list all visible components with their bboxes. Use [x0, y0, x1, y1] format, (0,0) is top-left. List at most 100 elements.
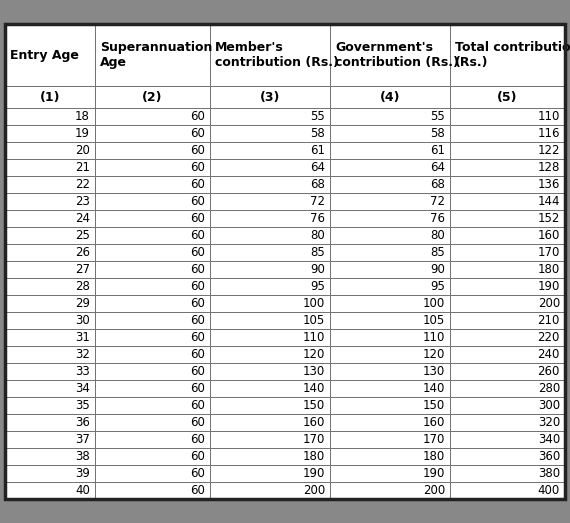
Text: Member's
contribution (Rs.): Member's contribution (Rs.) — [215, 41, 339, 69]
Bar — [95, 210, 210, 227]
Bar — [5, 329, 95, 346]
Bar — [330, 431, 450, 448]
Text: 28: 28 — [75, 280, 90, 293]
Bar — [95, 108, 210, 125]
Bar — [450, 431, 565, 448]
Text: Entry Age: Entry Age — [10, 49, 79, 62]
Bar — [95, 227, 210, 244]
Text: 39: 39 — [75, 467, 90, 480]
Text: 60: 60 — [190, 161, 205, 174]
Bar — [5, 176, 95, 193]
Text: 200: 200 — [303, 484, 325, 497]
Text: 60: 60 — [190, 450, 205, 463]
Bar — [450, 244, 565, 261]
Bar — [450, 227, 565, 244]
Bar — [450, 448, 565, 465]
Text: (5): (5) — [497, 90, 518, 104]
Text: 58: 58 — [430, 127, 445, 140]
Bar — [330, 414, 450, 431]
Text: 58: 58 — [310, 127, 325, 140]
Bar — [450, 363, 565, 380]
Bar — [210, 176, 330, 193]
Bar — [330, 465, 450, 482]
Text: 27: 27 — [75, 263, 90, 276]
Text: 95: 95 — [310, 280, 325, 293]
Text: 61: 61 — [310, 144, 325, 157]
Text: 60: 60 — [190, 399, 205, 412]
Bar — [450, 482, 565, 499]
Bar — [330, 142, 450, 159]
Bar — [5, 363, 95, 380]
Text: 30: 30 — [75, 314, 90, 327]
Text: 80: 80 — [430, 229, 445, 242]
Text: 140: 140 — [303, 382, 325, 395]
Text: 22: 22 — [75, 178, 90, 191]
Bar — [210, 142, 330, 159]
Bar — [450, 125, 565, 142]
Text: 190: 190 — [538, 280, 560, 293]
Text: 60: 60 — [190, 229, 205, 242]
Text: 160: 160 — [538, 229, 560, 242]
Text: 190: 190 — [422, 467, 445, 480]
Bar — [450, 278, 565, 295]
Bar — [95, 380, 210, 397]
Bar — [95, 278, 210, 295]
Text: (1): (1) — [40, 90, 60, 104]
Bar — [330, 346, 450, 363]
Text: 160: 160 — [422, 416, 445, 429]
Text: 40: 40 — [75, 484, 90, 497]
Bar — [450, 261, 565, 278]
Bar — [210, 431, 330, 448]
Bar — [95, 244, 210, 261]
Text: 180: 180 — [423, 450, 445, 463]
Text: 60: 60 — [190, 484, 205, 497]
Text: 200: 200 — [423, 484, 445, 497]
Text: 85: 85 — [310, 246, 325, 259]
Text: 60: 60 — [190, 127, 205, 140]
Text: 60: 60 — [190, 263, 205, 276]
Text: 136: 136 — [538, 178, 560, 191]
Text: 21: 21 — [75, 161, 90, 174]
Text: 120: 120 — [422, 348, 445, 361]
Bar — [450, 465, 565, 482]
Bar — [450, 86, 565, 108]
Bar — [210, 86, 330, 108]
Text: 76: 76 — [430, 212, 445, 225]
Bar — [330, 278, 450, 295]
Text: 170: 170 — [422, 433, 445, 446]
Bar — [210, 24, 330, 86]
Text: 23: 23 — [75, 195, 90, 208]
Text: 72: 72 — [310, 195, 325, 208]
Text: 80: 80 — [310, 229, 325, 242]
Text: 280: 280 — [538, 382, 560, 395]
Text: 130: 130 — [423, 365, 445, 378]
Bar — [450, 193, 565, 210]
Bar — [330, 159, 450, 176]
Text: 60: 60 — [190, 331, 205, 344]
Text: 60: 60 — [190, 433, 205, 446]
Bar — [5, 414, 95, 431]
Text: 60: 60 — [190, 178, 205, 191]
Text: 160: 160 — [303, 416, 325, 429]
Bar — [330, 227, 450, 244]
Bar — [5, 86, 95, 108]
Bar — [210, 346, 330, 363]
Text: 60: 60 — [190, 212, 205, 225]
Bar — [5, 346, 95, 363]
Text: 116: 116 — [538, 127, 560, 140]
Bar — [5, 482, 95, 499]
Bar — [95, 86, 210, 108]
Bar — [450, 159, 565, 176]
Bar — [330, 86, 450, 108]
Bar — [210, 329, 330, 346]
Text: 300: 300 — [538, 399, 560, 412]
Text: 110: 110 — [422, 331, 445, 344]
Text: 220: 220 — [538, 331, 560, 344]
Bar — [5, 431, 95, 448]
Text: 55: 55 — [430, 110, 445, 123]
Bar — [450, 329, 565, 346]
Bar — [450, 312, 565, 329]
Text: 72: 72 — [430, 195, 445, 208]
Text: 128: 128 — [538, 161, 560, 174]
Bar — [450, 142, 565, 159]
